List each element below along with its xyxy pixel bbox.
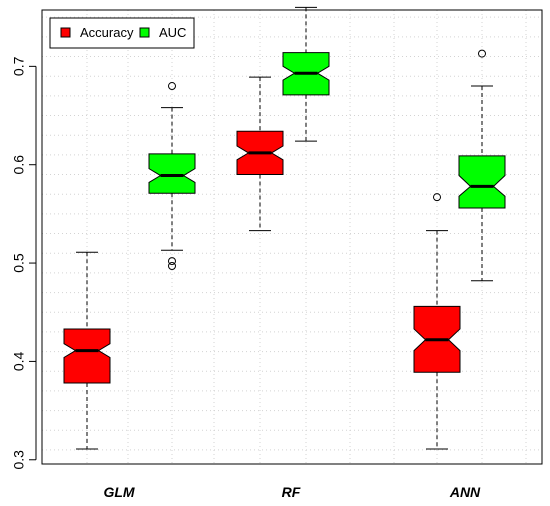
box-auc-glm	[148, 82, 196, 271]
category-label-glm: GLM	[103, 484, 134, 500]
notched-box	[63, 328, 111, 384]
legend-label-auc: AUC	[159, 25, 186, 40]
notched-box	[458, 155, 506, 209]
x-axis-categories: GLM RF ANN	[103, 484, 481, 500]
box-accuracy-glm	[63, 251, 111, 450]
outlier-point-2	[168, 262, 176, 271]
notched-box	[148, 153, 196, 194]
y-tick-label-2: 0.5	[11, 253, 27, 273]
outlier-point-0	[433, 193, 441, 202]
legend: Accuracy AUC	[49, 17, 195, 49]
plot-frame	[41, 9, 543, 465]
outlier-point-1	[168, 257, 176, 266]
box-accuracy-ann	[413, 193, 461, 450]
outlier-point-0	[478, 49, 486, 58]
legend-box	[49, 17, 195, 49]
legend-label-accuracy: Accuracy	[80, 25, 134, 40]
legend-swatch-accuracy	[60, 27, 71, 38]
category-label-rf: RF	[282, 484, 301, 500]
y-tick-label-0: 0.3	[11, 450, 27, 470]
box-accuracy-rf	[236, 76, 284, 232]
category-label-ann: ANN	[449, 484, 481, 500]
y-tick-label-1: 0.4	[11, 351, 27, 371]
box-layer	[63, 6, 506, 450]
outlier-point-0	[168, 82, 176, 91]
box-auc-ann	[458, 49, 506, 282]
legend-swatch-auc	[139, 27, 150, 38]
box-auc-rf	[282, 6, 330, 142]
y-tick-label-4: 0.7	[11, 56, 27, 76]
y-axis: 0.3 0.4 0.5 0.6 0.7	[11, 56, 37, 470]
y-tick-label-3: 0.6	[11, 155, 27, 175]
